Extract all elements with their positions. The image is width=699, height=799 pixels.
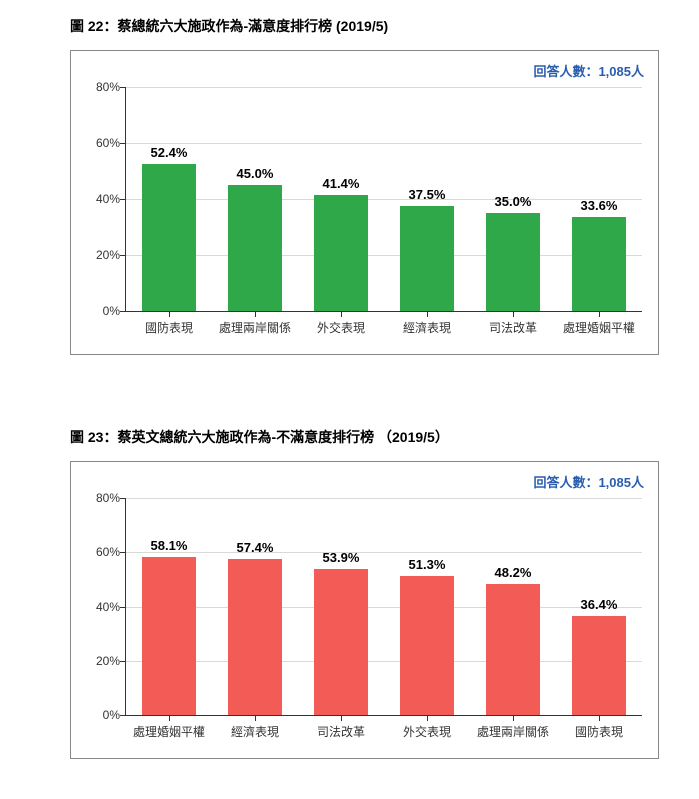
bar-value-label: 37.5% (400, 187, 453, 206)
bar-slot: 48.2%處理兩岸關係 (470, 498, 556, 715)
y-tick-label: 60% (86, 136, 120, 150)
bar: 52.4% (142, 164, 195, 311)
chart-container: 回答人數：1,085人0%20%40%60%80%58.1%處理婚姻平權57.4… (70, 461, 659, 759)
figure-title: 圖 22：蔡總統六大施政作為-滿意度排行榜 (2019/5) (70, 16, 659, 36)
bar-slot: 36.4%國防表現 (556, 498, 642, 715)
y-tick-label: 20% (86, 654, 120, 668)
bar-slot: 52.4%國防表現 (126, 87, 212, 311)
x-category-label: 國防表現 (126, 311, 212, 336)
y-tick-label: 20% (86, 248, 120, 262)
bar-value-label: 45.0% (228, 166, 281, 185)
x-category-label: 處理婚姻平權 (556, 311, 642, 336)
bar: 36.4% (572, 616, 625, 715)
bar-value-label: 51.3% (400, 557, 453, 576)
x-category-label: 處理兩岸關係 (470, 715, 556, 740)
y-tick-label: 60% (86, 545, 120, 559)
bar: 37.5% (400, 206, 453, 311)
y-tick-label: 40% (86, 192, 120, 206)
bar: 58.1% (142, 557, 195, 715)
x-category-label: 司法改革 (298, 715, 384, 740)
bar-slot: 35.0%司法改革 (470, 87, 556, 311)
figure-title: 圖 23：蔡英文總統六大施政作為-不滿意度排行榜 （2019/5） (70, 427, 659, 447)
bar: 33.6% (572, 217, 625, 311)
bar: 41.4% (314, 195, 367, 311)
bar-slot: 53.9%司法改革 (298, 498, 384, 715)
x-category-label: 司法改革 (470, 311, 556, 336)
x-category-label: 處理婚姻平權 (126, 715, 212, 740)
y-tick-label: 80% (86, 491, 120, 505)
bar-value-label: 36.4% (572, 597, 625, 616)
bar-slot: 33.6%處理婚姻平權 (556, 87, 642, 311)
respondents-label: 回答人數：1,085人 (533, 61, 644, 80)
bar-value-label: 41.4% (314, 176, 367, 195)
x-category-label: 經濟表現 (384, 311, 470, 336)
x-category-label: 經濟表現 (212, 715, 298, 740)
bar-slot: 41.4%外交表現 (298, 87, 384, 311)
bar-slot: 37.5%經濟表現 (384, 87, 470, 311)
x-category-label: 外交表現 (384, 715, 470, 740)
bar: 57.4% (228, 559, 281, 715)
x-category-label: 國防表現 (556, 715, 642, 740)
bar-value-label: 52.4% (142, 145, 195, 164)
bar-slot: 57.4%經濟表現 (212, 498, 298, 715)
bar-value-label: 57.4% (228, 540, 281, 559)
plot-area: 0%20%40%60%80%52.4%國防表現45.0%處理兩岸關係41.4%外… (125, 87, 642, 312)
bar-slot: 45.0%處理兩岸關係 (212, 87, 298, 311)
bar: 45.0% (228, 185, 281, 311)
bar: 35.0% (486, 213, 539, 311)
bar: 53.9% (314, 569, 367, 715)
y-tick-label: 0% (86, 708, 120, 722)
bar-value-label: 48.2% (486, 565, 539, 584)
bar: 51.3% (400, 576, 453, 715)
x-category-label: 外交表現 (298, 311, 384, 336)
plot-area: 0%20%40%60%80%58.1%處理婚姻平權57.4%經濟表現53.9%司… (125, 498, 642, 716)
bar-value-label: 58.1% (142, 538, 195, 557)
bar-value-label: 35.0% (486, 194, 539, 213)
bar-value-label: 53.9% (314, 550, 367, 569)
bar-slot: 51.3%外交表現 (384, 498, 470, 715)
chart-container: 回答人數：1,085人0%20%40%60%80%52.4%國防表現45.0%處… (70, 50, 659, 355)
y-tick-label: 80% (86, 80, 120, 94)
x-category-label: 處理兩岸關係 (212, 311, 298, 336)
bar-value-label: 33.6% (572, 198, 625, 217)
respondents-label: 回答人數：1,085人 (533, 472, 644, 491)
y-tick-label: 0% (86, 304, 120, 318)
bar-slot: 58.1%處理婚姻平權 (126, 498, 212, 715)
y-tick-label: 40% (86, 600, 120, 614)
bar: 48.2% (486, 584, 539, 715)
